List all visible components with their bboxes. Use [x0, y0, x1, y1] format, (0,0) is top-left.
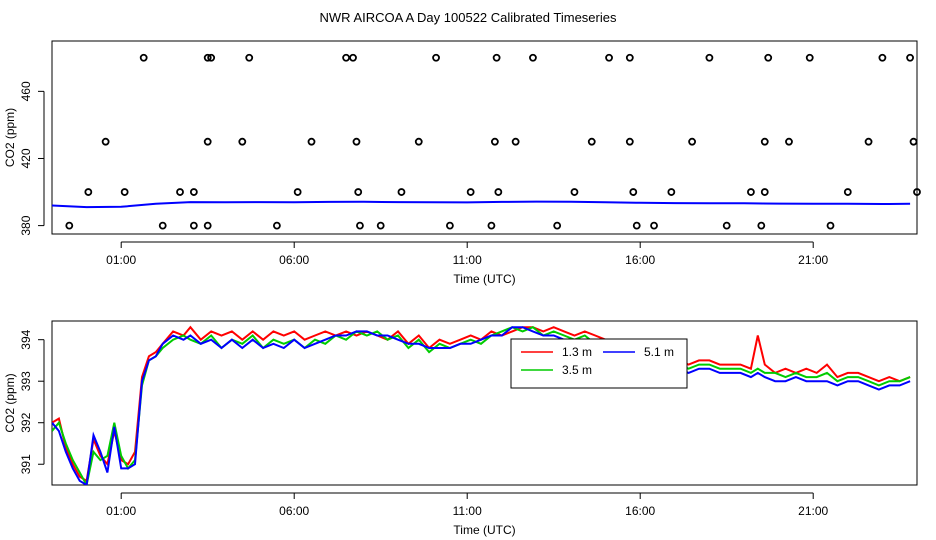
data-point [511, 137, 520, 146]
data-point [176, 188, 184, 196]
legend-label: 3.5 m [562, 363, 592, 377]
x-tick-label: 16:00 [625, 253, 655, 267]
panel-bottom-lines: 01:00 06:00 11:00 16:00 21:00 Time (UTC) 391 39… [3, 320, 918, 537]
series-line-3-5-m [52, 326, 911, 485]
data-point [139, 53, 148, 62]
data-point [238, 137, 247, 146]
data-point [272, 221, 281, 230]
data-point [432, 53, 440, 62]
y-tick-label: 394 [19, 329, 33, 349]
data-point [349, 53, 357, 62]
data-point [688, 137, 696, 146]
data-point [466, 188, 475, 196]
data-point [158, 221, 167, 230]
data-point [84, 188, 93, 196]
chart-title: NWR AIRCOA A Day 100522 Calibrated Times… [320, 10, 617, 25]
data-point [120, 188, 129, 196]
data-point [605, 53, 613, 62]
data-point [760, 137, 769, 146]
x-tick-label: 01:00 [106, 504, 136, 518]
data-point [356, 221, 364, 230]
x-axis-title: Time (UTC) [453, 523, 515, 537]
x-tick-label: 21:00 [798, 253, 828, 267]
y-tick-label: 392 [19, 412, 33, 432]
data-point [864, 137, 873, 146]
x-axis-title: Time (UTC) [453, 272, 515, 286]
data-point [785, 137, 793, 146]
data-point [101, 137, 110, 146]
x-tick-label: 11:00 [453, 253, 482, 267]
x-tick-label: 21:00 [798, 504, 828, 518]
data-point [189, 221, 198, 230]
data-point [494, 188, 503, 196]
x-tick-label: 06:00 [279, 504, 309, 518]
legend-label: 1.3 m [562, 345, 592, 359]
x-tick-label: 01:00 [106, 253, 136, 267]
y-tick-label: 391 [19, 454, 33, 474]
data-point [826, 221, 835, 230]
data-point [650, 221, 658, 230]
data-point [189, 188, 198, 196]
data-point [760, 188, 769, 196]
data-point [913, 188, 921, 196]
y-tick-label: 460 [19, 81, 33, 101]
data-point [722, 221, 731, 230]
series-line-1-3-m [52, 325, 911, 483]
plot-frame [51, 320, 918, 486]
y-axis-title: CO2 (ppm) [3, 373, 17, 432]
y-axis-title: CO2 (ppm) [3, 108, 17, 167]
data-point [705, 53, 714, 62]
data-point [492, 53, 501, 62]
x-tick-label: 06:00 [279, 253, 309, 267]
series-line-5-1-m [52, 326, 911, 485]
data-point [629, 188, 638, 196]
series-line-0 [52, 200, 911, 209]
data-point [445, 221, 454, 230]
data-point [843, 188, 852, 196]
y-tick-label: 420 [19, 148, 33, 168]
data-point [764, 53, 773, 62]
data-point [293, 188, 302, 196]
data-point [342, 53, 351, 62]
data-point [757, 221, 766, 230]
plot-frame [51, 40, 918, 235]
data-point [625, 137, 634, 146]
data-point [625, 53, 634, 62]
y-tick-label: 393 [19, 371, 33, 391]
data-point [207, 53, 216, 62]
data-point [490, 137, 499, 146]
data-point [587, 137, 596, 146]
data-point [245, 53, 254, 62]
data-point [376, 221, 385, 230]
data-point [203, 137, 212, 146]
data-point [570, 188, 579, 196]
y-tick-label: 380 [19, 215, 33, 235]
data-point [397, 188, 406, 196]
data-point [307, 137, 316, 146]
data-point [747, 188, 755, 196]
panel-top-scatter: 01:00 06:00 11:00 16:00 21:00 Time (UTC) 380 42… [3, 40, 921, 286]
data-point [354, 188, 363, 196]
data-point [632, 221, 641, 230]
data-point [906, 53, 914, 62]
data-point [352, 137, 361, 146]
data-point [65, 221, 74, 230]
legend-box [510, 338, 688, 389]
data-point [203, 53, 212, 62]
data-point [203, 221, 212, 230]
data-point [414, 137, 423, 146]
data-point [529, 53, 537, 62]
data-point [487, 221, 496, 230]
legend-label: 5.1 m [644, 345, 674, 359]
data-point [878, 53, 887, 62]
x-tick-label: 16:00 [625, 504, 655, 518]
data-point [553, 221, 562, 230]
data-point [667, 188, 676, 196]
x-tick-label: 11:00 [453, 504, 482, 518]
data-point [805, 53, 814, 62]
data-point [909, 137, 918, 146]
